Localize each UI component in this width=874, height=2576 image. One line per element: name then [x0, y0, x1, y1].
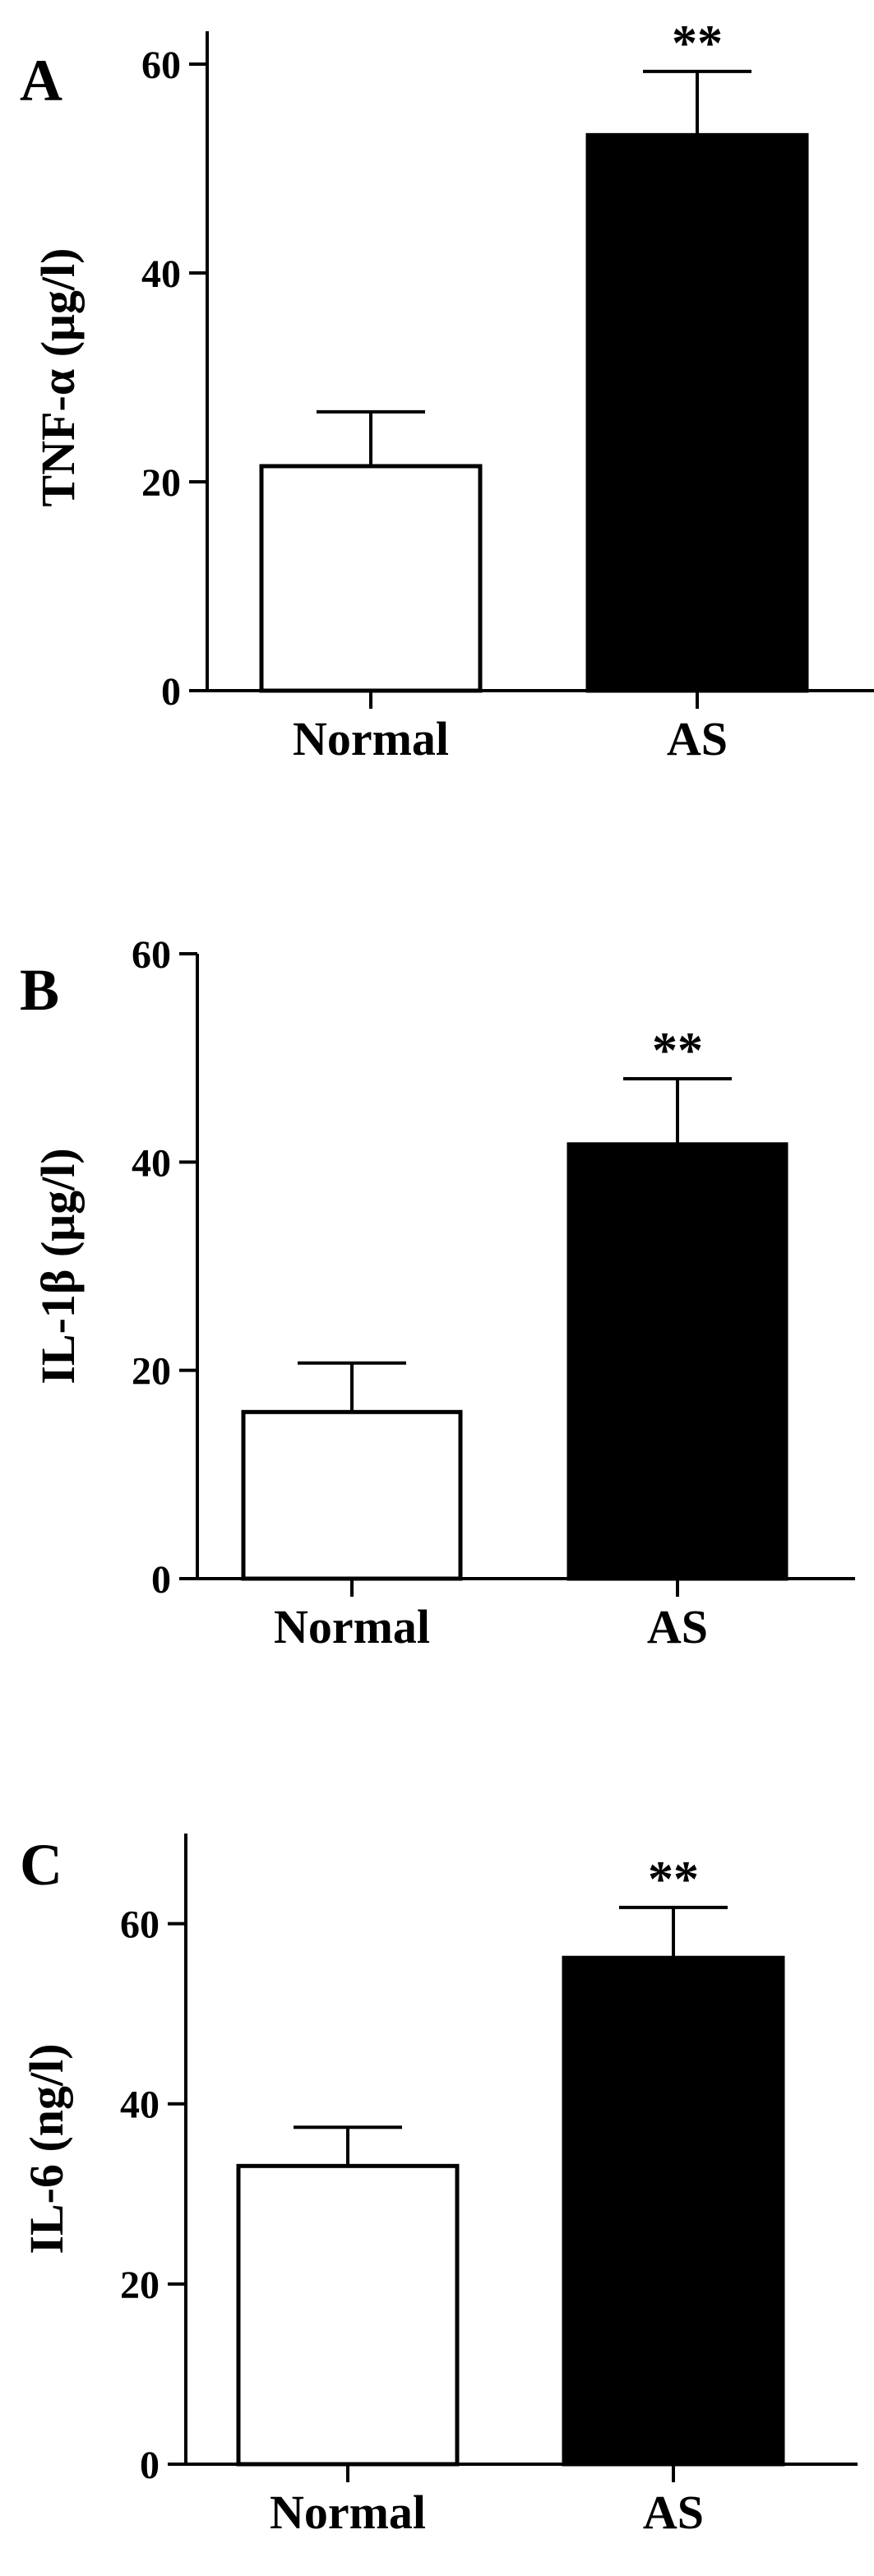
y-tick-label: 40 — [120, 2083, 160, 2127]
x-tick-label-normal: Normal — [270, 2486, 426, 2539]
y-tick-label: 20 — [132, 1350, 171, 1394]
y-tick-label: 40 — [141, 252, 181, 296]
significance-marker: ** — [652, 1023, 703, 1079]
x-tick-label-as: AS — [667, 712, 728, 765]
bar-normal — [236, 2163, 460, 2467]
y-tick-label: 0 — [140, 2444, 160, 2487]
significance-marker: ** — [648, 1852, 699, 1908]
y-tick-label: 60 — [132, 933, 171, 977]
y-tick-label: 0 — [151, 1558, 171, 1602]
bar-as — [566, 1142, 788, 1581]
x-tick-label-normal: Normal — [274, 1600, 430, 1653]
bar-as — [562, 1955, 785, 2467]
chart-panel-b: B 0 20 40 60 IL-1β (μg/l) Normal AS ** — [20, 933, 855, 1653]
panel-letter: B — [20, 957, 59, 1023]
x-tick-label-as: AS — [643, 2486, 704, 2539]
chart-panel-c: C 0 20 40 60 IL-6 (ng/l) Normal AS ** — [20, 1832, 858, 2539]
y-tick-label: 20 — [141, 461, 181, 505]
chart-panel-a: A 0 20 40 60 TNF-α (μg/l) Normal AS ** — [20, 16, 874, 765]
y-axis-title: IL-1β (μg/l) — [31, 1148, 85, 1384]
panel-letter: C — [20, 1832, 62, 1898]
y-tick-label: 0 — [161, 670, 181, 714]
panel-letter: A — [20, 48, 62, 113]
x-tick-label-as: AS — [647, 1600, 708, 1653]
bar-normal — [241, 1409, 463, 1581]
x-tick-label-normal: Normal — [293, 712, 449, 765]
y-tick-label: 60 — [141, 44, 181, 87]
y-tick-label: 60 — [120, 1903, 160, 1947]
y-tick-label: 40 — [132, 1141, 171, 1185]
y-axis-title: IL-6 (ng/l) — [20, 2043, 73, 2254]
bar-as — [585, 132, 809, 693]
significance-marker: ** — [672, 16, 723, 72]
y-tick-label: 20 — [120, 2264, 160, 2307]
y-axis-title: TNF-α (μg/l) — [31, 248, 85, 507]
bar-normal — [259, 464, 483, 693]
